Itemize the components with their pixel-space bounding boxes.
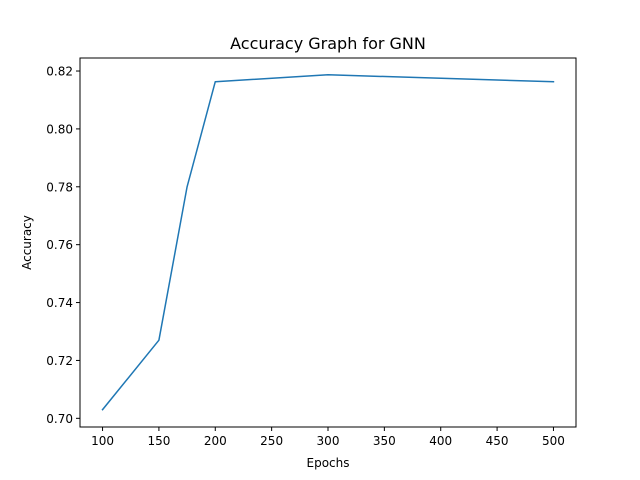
x-tick-label: 400 (429, 434, 452, 448)
y-tick-label: 0.74 (46, 296, 73, 310)
x-axis: 100 150 200 250 300 350 400 450 500 (91, 427, 565, 448)
x-tick-label: 500 (542, 434, 565, 448)
y-tick-label: 0.80 (46, 122, 73, 136)
x-tick-label: 250 (260, 434, 283, 448)
x-tick-label: 100 (91, 434, 114, 448)
y-tick-label: 0.72 (46, 354, 73, 368)
y-tick-label: 0.76 (46, 238, 73, 252)
y-axis: 0.70 0.72 0.74 0.76 0.78 0.80 0.82 (46, 65, 80, 426)
series-layer (101, 74, 555, 411)
accuracy-series-line (101, 74, 555, 411)
y-tick-label: 0.70 (46, 412, 73, 426)
x-axis-label: Epochs (307, 456, 350, 470)
y-tick-label: 0.78 (46, 180, 73, 194)
x-tick-label: 200 (204, 434, 227, 448)
x-tick-label: 350 (373, 434, 396, 448)
x-tick-label: 300 (317, 434, 340, 448)
y-tick-label: 0.82 (46, 65, 73, 79)
x-tick-label: 150 (147, 434, 170, 448)
y-axis-label: Accuracy (20, 215, 34, 270)
x-tick-label: 450 (486, 434, 509, 448)
plot-area: 100 150 200 250 300 350 400 450 500 0.70 0.72 0.74… (46, 57, 577, 448)
chart-title: Accuracy Graph for GNN (230, 34, 426, 53)
